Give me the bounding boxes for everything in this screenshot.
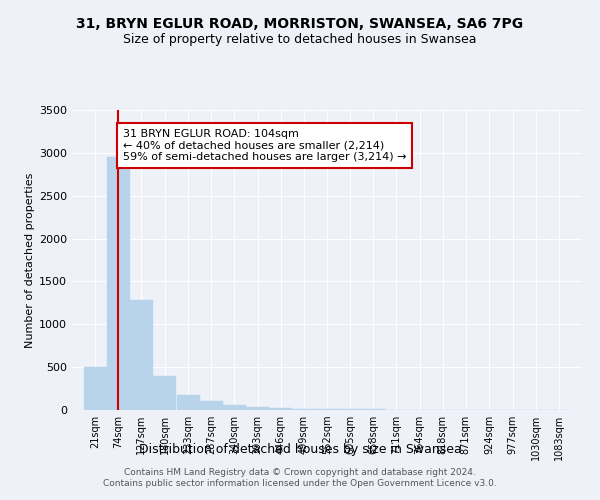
Bar: [292, 408, 316, 410]
Bar: [223, 405, 246, 410]
Bar: [107, 157, 130, 410]
Bar: [153, 376, 176, 410]
Bar: [246, 407, 269, 410]
Bar: [316, 409, 338, 410]
Text: 31 BRYN EGLUR ROAD: 104sqm
← 40% of detached houses are smaller (2,214)
59% of s: 31 BRYN EGLUR ROAD: 104sqm ← 40% of deta…: [122, 129, 406, 162]
Bar: [176, 394, 200, 410]
Y-axis label: Number of detached properties: Number of detached properties: [25, 172, 35, 348]
Text: 31, BRYN EGLUR ROAD, MORRISTON, SWANSEA, SA6 7PG: 31, BRYN EGLUR ROAD, MORRISTON, SWANSEA,…: [76, 18, 524, 32]
Bar: [130, 300, 153, 410]
Text: Contains HM Land Registry data © Crown copyright and database right 2024.
Contai: Contains HM Land Registry data © Crown c…: [103, 468, 497, 487]
Bar: [269, 408, 292, 410]
Text: Size of property relative to detached houses in Swansea: Size of property relative to detached ho…: [123, 32, 477, 46]
Bar: [200, 401, 223, 410]
Bar: [83, 367, 107, 410]
Text: Distribution of detached houses by size in Swansea: Distribution of detached houses by size …: [139, 444, 461, 456]
